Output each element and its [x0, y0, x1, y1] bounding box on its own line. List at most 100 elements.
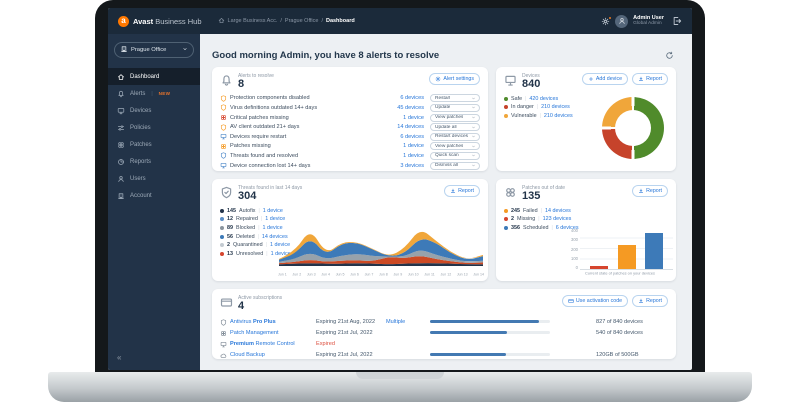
monitor-icon — [220, 341, 230, 348]
patch-icon — [220, 143, 230, 150]
alert-devices-link[interactable]: 1 device — [403, 114, 424, 121]
subscription-name[interactable]: Antivirus Pro Plus — [230, 319, 276, 326]
x-axis-label: Jun 10 — [407, 273, 419, 277]
subscription-name[interactable]: Patch Management — [230, 330, 279, 337]
alert-action-select[interactable]: View patches — [430, 113, 480, 122]
alert-settings-button[interactable]: Alert settings — [429, 73, 480, 85]
user-name: Admin User — [633, 15, 664, 22]
y-axis-tick: 200 — [571, 246, 578, 252]
patches-head-text: Patches out of date 135 — [522, 185, 565, 203]
subscription-row: Antivirus Pro Plus Expiring 21st Aug, 202… — [220, 317, 668, 328]
threats-devices-link[interactable]: 1 device — [269, 242, 291, 249]
alert-action-select[interactable]: Dismiss all — [430, 161, 480, 170]
threats-head-text: Threats found in last 14 days 304 — [238, 185, 302, 203]
legend-dot — [504, 96, 508, 101]
add-device-label: Add device — [595, 76, 623, 82]
alert-action-select[interactable]: Quick scan — [430, 151, 480, 160]
alerts-label: Alerts to resolve — [238, 73, 274, 79]
use-activation-code-button[interactable]: Use activation code — [561, 295, 629, 307]
devices-devices-link[interactable]: 420 devices — [529, 95, 559, 102]
add-device-button[interactable]: Add device — [581, 73, 629, 85]
alert-action-select[interactable]: View patches — [430, 142, 480, 151]
threats-devices-link[interactable]: 1 device — [270, 250, 291, 257]
sidebar-item-dashboard[interactable]: Dashboard — [108, 68, 200, 85]
patches-devices-link[interactable]: 6 devices — [555, 225, 579, 232]
alert-devices-link[interactable]: 14 devices — [397, 124, 424, 131]
monitor-icon — [117, 107, 125, 115]
home-icon — [218, 17, 225, 26]
sidebar-item-label: Devices — [130, 107, 152, 114]
x-axis-label: Jun 3 — [306, 273, 316, 277]
org-selector[interactable]: Prague Office — [114, 42, 194, 58]
alert-devices-link[interactable]: 1 device — [403, 152, 424, 159]
subscription-extra-link[interactable]: Multiple — [386, 319, 406, 326]
alert-action-select[interactable]: Restart — [430, 94, 480, 103]
legend-count: 356 — [511, 225, 520, 232]
subscriptions-report-button[interactable]: Report — [632, 295, 668, 307]
alert-action-select[interactable]: Restart devices — [430, 132, 480, 141]
y-axis-tick: 0 — [575, 265, 578, 270]
y-axis-tick: 400 — [571, 228, 578, 233]
legend-divider: | — [536, 104, 539, 111]
devices-head-text: Devices 840 — [522, 73, 540, 91]
sidebar-item-users[interactable]: Users — [108, 170, 200, 187]
cloud-icon — [220, 352, 230, 359]
avatar[interactable] — [615, 14, 629, 28]
legend-divider: | — [260, 216, 263, 223]
sidebar-item-account[interactable]: Account — [108, 187, 200, 204]
subscription-usage-bar — [430, 330, 556, 336]
alerts-card: Alerts to resolve 8 Alert settings Prote… — [212, 67, 488, 171]
threats-devices-link[interactable]: 1 device — [262, 207, 283, 214]
alert-devices-link[interactable]: 3 devices — [400, 162, 424, 169]
legend-label: Blocked — [236, 225, 256, 232]
settings-gear-icon[interactable] — [601, 15, 613, 26]
legend-label: Failed — [523, 207, 538, 214]
threats-legend-item: 145 Autofix | 1 device — [220, 207, 480, 216]
breadcrumb-separator: / — [280, 18, 282, 24]
subscription-name[interactable]: Premium Remote Control — [230, 341, 295, 348]
sidebar-item-label: Reports — [130, 158, 152, 165]
patches-report-button[interactable]: Report — [632, 185, 668, 197]
patch-icon — [117, 141, 125, 149]
devices-report-button[interactable]: Report — [632, 73, 668, 85]
alert-action-select[interactable]: Update — [430, 103, 480, 112]
alert-action-select[interactable]: Update all — [430, 123, 480, 132]
alert-devices-link[interactable]: 6 devices — [400, 95, 424, 102]
alert-name: Virus definitions outdated 14+ days — [230, 104, 318, 111]
breadcrumb-item[interactable]: Dashboard — [325, 18, 355, 24]
threats-devices-link[interactable]: 1 device — [262, 225, 283, 232]
brand-name: Avast — [133, 16, 154, 26]
breadcrumb-item[interactable]: Large Business Acc. — [227, 18, 278, 24]
legend-divider: | — [539, 113, 541, 120]
sidebar-collapse-button[interactable]: « — [117, 353, 122, 362]
alert-devices-link[interactable]: 1 device — [403, 143, 424, 150]
devices-legend-item: Safe | 420 devices — [504, 95, 668, 104]
user-block[interactable]: Admin User Global Admin — [633, 15, 664, 27]
threats-report-button[interactable]: Report — [444, 185, 480, 197]
credit-card-icon — [220, 296, 233, 309]
sidebar-item-alerts[interactable]: Alerts | NEW — [108, 85, 200, 102]
legend-count: 2 — [511, 216, 514, 223]
devices-devices-link[interactable]: 210 devices — [541, 104, 570, 111]
legend-dot — [220, 226, 224, 231]
subscription-usage-text: 120GB of 500GB — [596, 352, 639, 359]
logout-icon[interactable] — [672, 16, 682, 26]
alert-devices-link[interactable]: 45 devices — [397, 104, 424, 111]
devices-devices-link[interactable]: 210 devices — [543, 113, 573, 120]
sidebar-item-patches[interactable]: Patches — [108, 136, 200, 153]
patches-devices-link[interactable]: 14 devices — [545, 207, 571, 214]
sidebar-item-reports[interactable]: Reports — [108, 153, 200, 170]
sidebar-item-policies[interactable]: Policies — [108, 119, 200, 136]
threats-devices-link[interactable]: 14 devices — [261, 233, 288, 240]
sidebar-item-devices[interactable]: Devices — [108, 102, 200, 119]
legend-dot — [504, 114, 508, 119]
sliders-icon — [117, 124, 125, 132]
patches-devices-link[interactable]: 123 devices — [542, 216, 572, 223]
subscription-name[interactable]: Cloud Backup — [230, 352, 265, 359]
legend-label: Autofix — [239, 207, 256, 214]
breadcrumb-item[interactable]: Prague Office — [284, 18, 319, 24]
threats-devices-link[interactable]: 1 device — [265, 216, 286, 223]
alert-devices-link[interactable]: 6 devices — [400, 133, 424, 140]
alert-row: Patches missing 1 device View patches — [220, 142, 480, 152]
refresh-icon[interactable] — [665, 51, 674, 60]
